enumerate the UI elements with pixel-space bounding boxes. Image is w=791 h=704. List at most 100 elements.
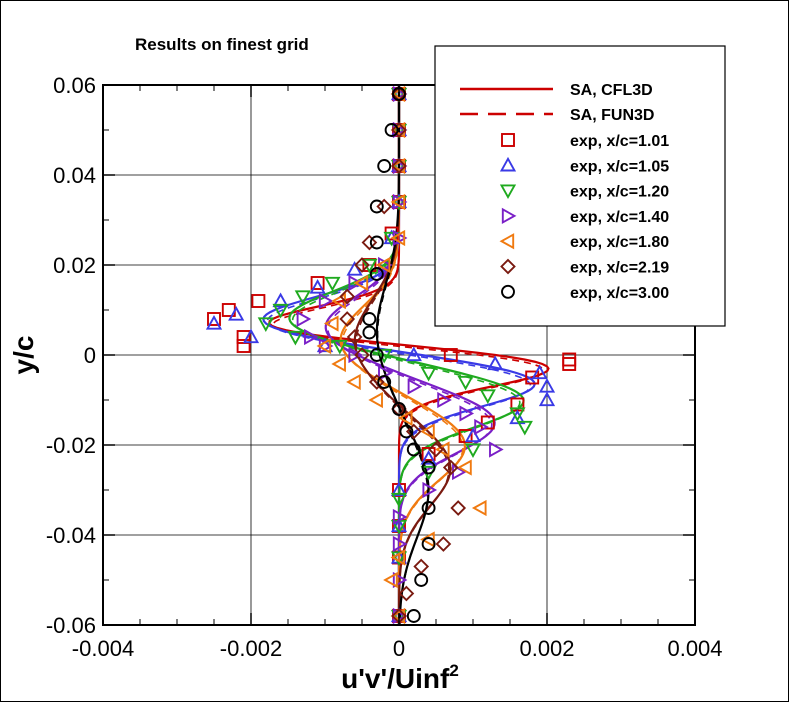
data-point-triangle-up — [242, 328, 260, 344]
data-point-diamond — [391, 122, 407, 138]
x-axis-label: u'v'/Uinf2 — [341, 661, 459, 694]
legend-box — [434, 45, 726, 327]
data-point-triangle-up — [390, 481, 408, 497]
data-point-triangle-down — [324, 276, 341, 292]
data-point-diamond — [354, 257, 370, 273]
data-point-circle — [362, 325, 377, 340]
data-point-triangle-right — [304, 328, 319, 346]
data-point-triangle-down — [376, 348, 393, 364]
data-point-triangle-down — [509, 407, 526, 422]
data-point-triangle-right — [392, 535, 408, 553]
data-point-square — [207, 312, 221, 326]
legend-marker-triangle-down — [499, 184, 517, 200]
chart-title: Results on finest grid — [135, 35, 309, 54]
legend-series-entries: exp, x/c=1.01 exp, x/c=1.05 exp, x/c=1.20 e… — [499, 133, 669, 302]
data-point-circle — [399, 424, 414, 439]
data-point-square — [443, 348, 458, 362]
data-point-triangle-left — [471, 499, 487, 517]
data-point-diamond — [346, 329, 363, 345]
data-point-triangle-down — [272, 303, 289, 319]
data-point-triangle-left — [316, 337, 332, 355]
y-tick-label: 0.06 — [53, 73, 96, 98]
data-point-triangle-left — [390, 229, 406, 247]
data-point-triangle-right — [407, 378, 423, 395]
data-point-circle — [369, 199, 384, 214]
data-point-triangle-left — [434, 441, 450, 458]
data-point-triangle-left — [390, 193, 406, 211]
data-point-circle — [377, 159, 392, 173]
legend-label-cfl3d: SA, CFL3D — [570, 82, 653, 99]
data-point-circle — [369, 348, 384, 362]
data-point-circle — [369, 235, 384, 250]
x-axis-label-superscript: 2 — [449, 661, 458, 680]
data-point-circle — [421, 501, 436, 515]
legend-marker-circle — [501, 284, 515, 299]
legend-series-label: exp, x/c=2.19 — [570, 260, 669, 277]
data-point-triangle-down — [420, 366, 437, 382]
data-point-triangle-left — [346, 373, 361, 391]
data-point-triangle-right — [392, 571, 408, 589]
x-tick-label: 0.002 — [519, 636, 574, 661]
data-point-triangle-up — [538, 391, 556, 407]
data-point-triangle-right — [348, 346, 364, 364]
legend-series-label: exp, x/c=3.00 — [570, 285, 669, 302]
y-tick-label: -0.06 — [46, 613, 96, 638]
data-point-diamond — [339, 311, 356, 327]
x-axis-label-text: u'v'/Uinf — [341, 663, 450, 694]
data-point-triangle-left — [390, 549, 406, 566]
data-point-circle — [421, 460, 436, 475]
data-point-triangle-left — [368, 391, 383, 409]
data-point-square — [562, 357, 577, 371]
y-tick-label: 0.02 — [53, 253, 96, 278]
data-point-triangle-down — [516, 420, 533, 436]
data-point-diamond — [435, 536, 452, 552]
data-point-triangle-up — [509, 409, 526, 425]
data-point-triangle-up — [228, 306, 245, 321]
data-point-circle — [384, 123, 399, 137]
data-point-diamond — [376, 198, 393, 215]
data-point-triangle-right — [296, 310, 312, 328]
data-point-triangle-left — [375, 256, 391, 274]
data-point-circle — [369, 267, 384, 281]
data-point-diamond — [413, 558, 430, 575]
data-point-circle — [406, 442, 421, 457]
data-point-triangle-up — [309, 279, 326, 294]
axis-ticks: -0.004 -0.002 0 0.002 0.004 -0.06 -0.04 -0.02 0 0… — [46, 73, 723, 661]
legend-marker-triangle-right — [501, 207, 517, 225]
data-point-triangle-right — [437, 391, 452, 409]
data-point-triangle-down — [331, 339, 348, 355]
data-point-triangle-up — [487, 355, 504, 371]
y-axis-label: y/c — [8, 336, 39, 375]
data-point-diamond — [398, 585, 415, 602]
data-point-triangle-up — [531, 364, 548, 380]
data-point-diamond — [442, 459, 459, 476]
y-tick-label: 0.04 — [53, 163, 96, 188]
data-point-diamond — [361, 234, 378, 251]
legend-marker-triangle-left — [499, 233, 515, 250]
x-tick-label: 0 — [393, 636, 405, 661]
y-tick-label: -0.04 — [46, 523, 96, 548]
experimental-markers — [205, 85, 577, 625]
legend-label-fun3d: SA, FUN3D — [570, 107, 654, 124]
data-point-triangle-left — [353, 274, 369, 292]
data-point-diamond — [368, 374, 385, 390]
data-point-circle — [414, 573, 429, 587]
data-point-circle — [392, 402, 406, 416]
data-point-square — [251, 294, 266, 308]
legend-series-label: exp, x/c=1.05 — [570, 158, 669, 175]
fun3d-model-line — [341, 85, 464, 625]
data-point-triangle-right — [489, 441, 504, 458]
data-point-triangle-right — [348, 274, 364, 292]
data-point-triangle-right — [459, 405, 475, 422]
data-point-triangle-down — [390, 492, 408, 508]
data-point-triangle-down — [390, 551, 408, 566]
data-point-triangle-down — [361, 258, 378, 274]
data-point-triangle-down — [464, 443, 482, 458]
data-point-triangle-right — [474, 418, 489, 436]
data-point-triangle-up — [205, 315, 223, 330]
x-tick-label: -0.002 — [220, 636, 282, 661]
legend-marker-triangle-up — [499, 156, 517, 172]
